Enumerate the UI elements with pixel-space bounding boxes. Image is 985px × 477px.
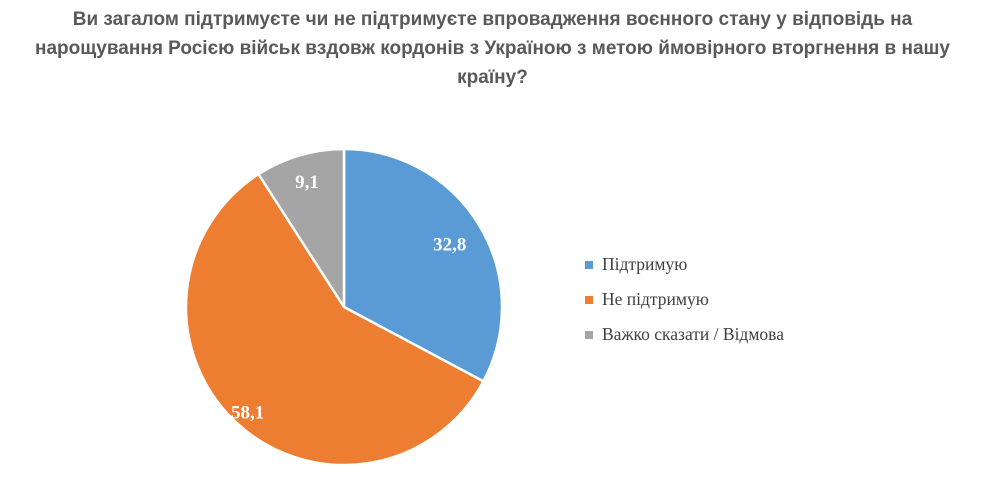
- legend-item-support: Підтримую: [585, 254, 784, 275]
- legend-label-not-support: Не підтримую: [602, 289, 709, 309]
- pie-slice-2: [257, 147, 346, 309]
- pie-slice-1: [184, 172, 485, 467]
- chart-title: Ви загалом підтримуєте чи не підтримуєте…: [35, 9, 950, 88]
- legend-label-support: Підтримую: [602, 254, 688, 274]
- legend-marker-not-support: [585, 295, 593, 304]
- legend-item-not-support: Не підтримую: [585, 289, 784, 310]
- legend-marker-support: [585, 260, 593, 269]
- pie-data-label-2: 9,1: [295, 172, 319, 193]
- pie-data-label-1: 58,1: [231, 402, 264, 423]
- pie-slice-0: [342, 147, 504, 383]
- legend: Підтримую Не підтримую Важко сказати / В…: [585, 254, 784, 359]
- legend-marker-hard-to-say: [585, 330, 593, 339]
- legend-item-hard-to-say: Важко сказати / Відмова: [585, 324, 784, 345]
- pie-data-label-0: 32,8: [433, 234, 466, 255]
- pie-chart: 32,8 58,1 9,1: [184, 147, 504, 467]
- legend-label-hard-to-say: Важко сказати / Відмова: [602, 324, 784, 344]
